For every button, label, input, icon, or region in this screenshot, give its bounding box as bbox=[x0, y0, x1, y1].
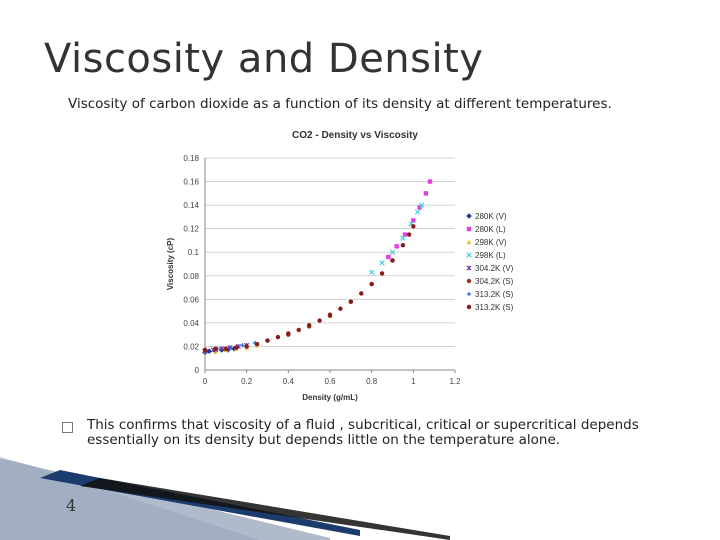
data-point bbox=[390, 258, 395, 263]
data-point bbox=[406, 232, 412, 237]
legend-marker bbox=[466, 213, 472, 219]
chart: CO2 - Density vs Viscosity 0 0.02 0.04 0.06… bbox=[160, 126, 550, 406]
legend-label: 304.2K (S) bbox=[475, 277, 514, 286]
data-point bbox=[379, 271, 385, 276]
data-point bbox=[369, 281, 374, 287]
bullet-text: This confirms that viscosity of a fluid … bbox=[87, 417, 639, 448]
legend-label: 280K (L) bbox=[475, 225, 506, 234]
data-point bbox=[369, 269, 375, 275]
data-point bbox=[317, 318, 322, 323]
data-point bbox=[394, 244, 399, 249]
data-point bbox=[389, 249, 396, 255]
data-point bbox=[386, 254, 391, 260]
legend-label: 313.2K (S) bbox=[475, 290, 514, 299]
x-tick-label: 0 bbox=[203, 377, 208, 386]
legend-label: 298K (L) bbox=[475, 251, 506, 260]
data-point bbox=[296, 327, 301, 333]
legend-label: 313.2K (S) bbox=[475, 303, 514, 312]
legend-marker bbox=[466, 265, 472, 271]
x-tick-label: 1 bbox=[411, 377, 416, 386]
x-tick-label: 0.6 bbox=[324, 377, 336, 386]
data-point bbox=[423, 191, 429, 196]
y-tick-label: 0.1 bbox=[188, 248, 200, 257]
x-tick-label: 0.4 bbox=[283, 377, 295, 386]
y-tick-label: 0 bbox=[195, 366, 200, 375]
legend-label: 298K (V) bbox=[475, 238, 507, 247]
data-point bbox=[213, 346, 218, 351]
y-tick-label: 0.08 bbox=[183, 272, 199, 281]
data-point bbox=[327, 312, 333, 317]
chart-plot: 0 0.02 0.04 0.06 0.08 0.1 0.12 0.14 0.16 0.18 0 0.2… bbox=[166, 154, 514, 402]
data-point bbox=[234, 345, 239, 350]
y-axis-label: Viscosity (cP) bbox=[166, 238, 175, 291]
page-number: 4 bbox=[66, 496, 77, 515]
legend-marker bbox=[466, 252, 472, 258]
data-point bbox=[223, 346, 229, 351]
data-point bbox=[417, 205, 422, 210]
data-point bbox=[306, 323, 312, 328]
legend-marker bbox=[466, 291, 472, 297]
y-tick-label: 0.12 bbox=[183, 225, 199, 234]
data-point bbox=[419, 202, 425, 208]
slide-subtitle: Viscosity of carbon dioxide as a functio… bbox=[68, 96, 612, 112]
x-tick-label: 0.8 bbox=[366, 377, 378, 386]
data-point bbox=[400, 242, 406, 248]
y-tick-label: 0.14 bbox=[183, 201, 199, 210]
data-point bbox=[411, 224, 416, 229]
data-point bbox=[379, 260, 385, 266]
legend-marker bbox=[466, 304, 472, 310]
x-axis-label: Density (g/mL) bbox=[302, 393, 358, 402]
data-point bbox=[348, 299, 354, 304]
y-tick-label: 0.04 bbox=[183, 319, 199, 328]
data-point bbox=[359, 291, 364, 296]
data-point bbox=[231, 346, 237, 352]
legend-label: 304.2K (V) bbox=[475, 264, 514, 273]
y-tick-label: 0.06 bbox=[183, 295, 199, 304]
data-point bbox=[286, 331, 291, 336]
data-point bbox=[411, 218, 416, 223]
data-point bbox=[275, 334, 281, 340]
data-point bbox=[254, 341, 260, 347]
y-tick-label: 0.02 bbox=[183, 342, 199, 351]
bullet-square-icon bbox=[62, 422, 73, 433]
data-point bbox=[265, 338, 270, 343]
chart-title: CO2 - Density vs Viscosity bbox=[292, 130, 418, 141]
y-tick-label: 0.18 bbox=[183, 154, 199, 163]
data-point bbox=[202, 347, 208, 353]
data-point bbox=[244, 344, 249, 349]
y-tick-label: 0.16 bbox=[183, 178, 199, 187]
slide-title: Viscosity and Density bbox=[44, 36, 484, 82]
legend-marker bbox=[466, 278, 472, 284]
data-point bbox=[427, 179, 433, 184]
x-tick-label: 0.2 bbox=[241, 377, 253, 386]
bullet-item: This confirms that viscosity of a fluid … bbox=[62, 418, 702, 448]
data-point bbox=[227, 345, 233, 350]
data-point bbox=[400, 235, 406, 241]
data-point bbox=[414, 209, 421, 215]
x-tick-label: 1.2 bbox=[449, 377, 461, 386]
decor-swoosh-black bbox=[80, 478, 450, 540]
legend-marker bbox=[466, 226, 472, 232]
data-point bbox=[240, 343, 245, 348]
legend-marker bbox=[466, 239, 472, 245]
legend-label: 280K (V) bbox=[475, 212, 507, 221]
data-point bbox=[338, 306, 343, 311]
data-point bbox=[402, 232, 408, 237]
data-point bbox=[219, 346, 225, 352]
